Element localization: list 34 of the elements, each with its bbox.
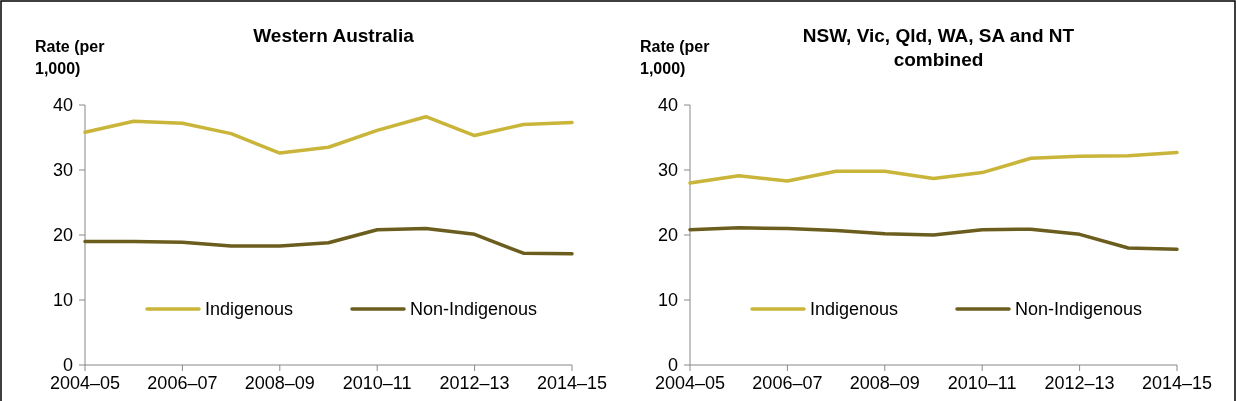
y-tick-label: 10 [657, 290, 678, 311]
x-tick-label: 2006–07 [147, 373, 218, 393]
y-tick-label: 10 [52, 290, 73, 311]
y-axis-title: Rate (per 1,000) [35, 38, 105, 77]
y-tick-label: 40 [657, 95, 678, 116]
x-tick-label: 2014–15 [1141, 373, 1213, 393]
x-tick-label: 2004–05 [654, 373, 726, 393]
chart-title: NSW, Vic, Qld, WA, SA and NT combined [802, 25, 1075, 70]
x-tick-label: 2004–05 [49, 373, 121, 393]
y-tick-label: 20 [657, 225, 678, 246]
x-tick-label: 2006–07 [752, 373, 823, 393]
x-tick-label: 2010–11 [342, 373, 412, 393]
y-tick-label: 20 [52, 225, 73, 246]
x-tick-label: 2014–15 [536, 373, 608, 393]
x-tick-label: 2008–09 [244, 373, 315, 393]
line-series [83, 226, 574, 256]
line-series [83, 114, 574, 155]
legend-label: Indigenous [205, 299, 294, 320]
x-tick-label: 2012–13 [439, 373, 510, 393]
y-tick-label: 40 [52, 95, 73, 116]
chart-title: Western Australia [253, 25, 415, 46]
y-tick-label: 30 [657, 160, 678, 181]
x-tick-label: 2008–09 [849, 373, 920, 393]
x-tick-label: 2012–13 [1044, 373, 1115, 393]
y-tick-label: 0 [667, 355, 678, 376]
y-axis-title: Rate (per 1,000) [640, 38, 710, 77]
y-tick-label: 0 [62, 355, 73, 376]
legend-label: Indigenous [810, 299, 899, 320]
legend-label: Non-Indigenous [1015, 299, 1143, 320]
x-tick-label: 2010–11 [947, 373, 1017, 393]
y-tick-label: 30 [52, 160, 73, 181]
line-series [688, 150, 1179, 185]
line-series [688, 226, 1179, 252]
legend-label: Non-Indigenous [410, 299, 538, 320]
